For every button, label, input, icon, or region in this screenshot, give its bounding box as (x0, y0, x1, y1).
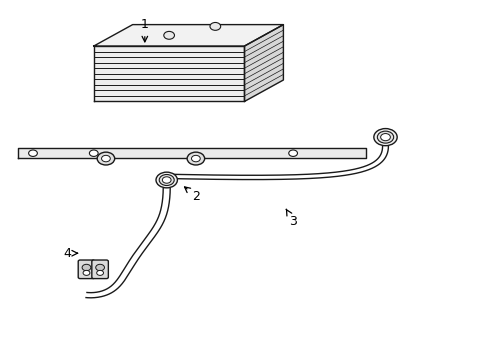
Circle shape (89, 150, 98, 157)
Circle shape (97, 152, 115, 165)
Circle shape (288, 150, 297, 157)
Circle shape (209, 22, 220, 30)
Circle shape (191, 156, 200, 162)
Text: 4: 4 (63, 247, 77, 260)
Circle shape (162, 177, 171, 183)
Text: 3: 3 (285, 209, 296, 228)
Circle shape (97, 270, 103, 275)
Circle shape (83, 270, 90, 275)
Circle shape (373, 129, 396, 146)
Text: 2: 2 (184, 187, 200, 203)
Circle shape (102, 156, 110, 162)
Circle shape (163, 31, 174, 39)
Text: 1: 1 (141, 18, 148, 42)
Circle shape (156, 172, 177, 188)
Circle shape (96, 264, 104, 271)
Circle shape (380, 134, 389, 141)
Polygon shape (19, 148, 366, 158)
Polygon shape (94, 46, 244, 102)
FancyBboxPatch shape (92, 260, 108, 279)
Circle shape (82, 264, 91, 271)
Circle shape (377, 131, 393, 143)
Circle shape (187, 152, 204, 165)
Circle shape (29, 150, 37, 157)
Polygon shape (244, 24, 283, 102)
FancyBboxPatch shape (78, 260, 95, 279)
Circle shape (159, 175, 174, 185)
Polygon shape (94, 24, 283, 46)
